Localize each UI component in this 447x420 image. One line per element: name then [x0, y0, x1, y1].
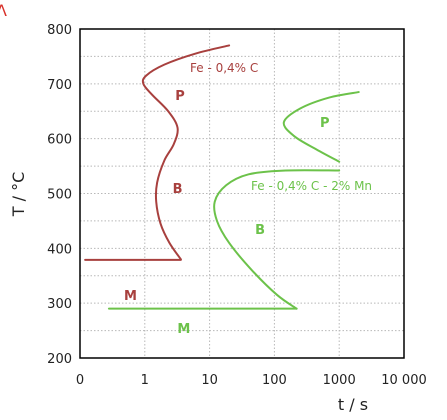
plain-carbon-steel-phase-label-m: M — [124, 289, 137, 304]
plain-carbon-steel-transformation-start-curve — [141, 44, 231, 261]
y-tick-label: 700 — [47, 78, 72, 93]
y-tick-label: 800 — [47, 23, 72, 38]
label-layer: P B M Fe - 0,4% C P B M Fe - 0,4% C - 2% Mn — [124, 61, 372, 337]
corner-glyph: Λ — [0, 1, 7, 20]
y-tick-label: 300 — [47, 297, 72, 312]
x-tick-label: 10 — [201, 373, 218, 388]
manganese-steel-phase-label-p: P — [320, 116, 330, 131]
x-tick-label: 1000 — [323, 373, 356, 388]
y-tick-label: 600 — [47, 133, 72, 148]
y-axis-title: T / °C — [9, 172, 28, 218]
x-tick-label: 100 — [262, 373, 287, 388]
grid-layer — [80, 29, 404, 358]
plot-frame — [79, 28, 405, 359]
manganese-steel-bainite-start-curve — [213, 169, 341, 310]
plain-carbon-steel-phase-label-p: P — [175, 89, 185, 104]
manganese-steel-phase-label-m: M — [177, 322, 190, 337]
y-tick-label: 400 — [47, 242, 72, 257]
y-tick-label: 200 — [47, 352, 72, 367]
manganese-steel-series-label: Fe - 0,4% C - 2% Mn — [251, 179, 372, 193]
y-tick-label: 500 — [47, 188, 72, 203]
manganese-steel-phase-label-b: B — [255, 223, 265, 238]
x-tick-label: 1 — [141, 373, 149, 388]
plain-carbon-steel-series-label: Fe - 0,4% C — [190, 61, 258, 75]
y-tick-labels: 200 300 400 500 600 700 800 — [47, 23, 72, 367]
x-tick-label: 0 — [76, 373, 84, 388]
manganese-steel-pearlite-nose-curve — [282, 91, 360, 163]
plain-carbon-steel-phase-label-b: B — [173, 182, 183, 197]
x-axis-title: t / s — [338, 395, 368, 414]
x-tick-label: 10 000 — [381, 373, 427, 388]
curve-layer — [84, 44, 360, 310]
x-tick-labels: 0 1 10 100 1000 10 000 — [76, 373, 427, 388]
